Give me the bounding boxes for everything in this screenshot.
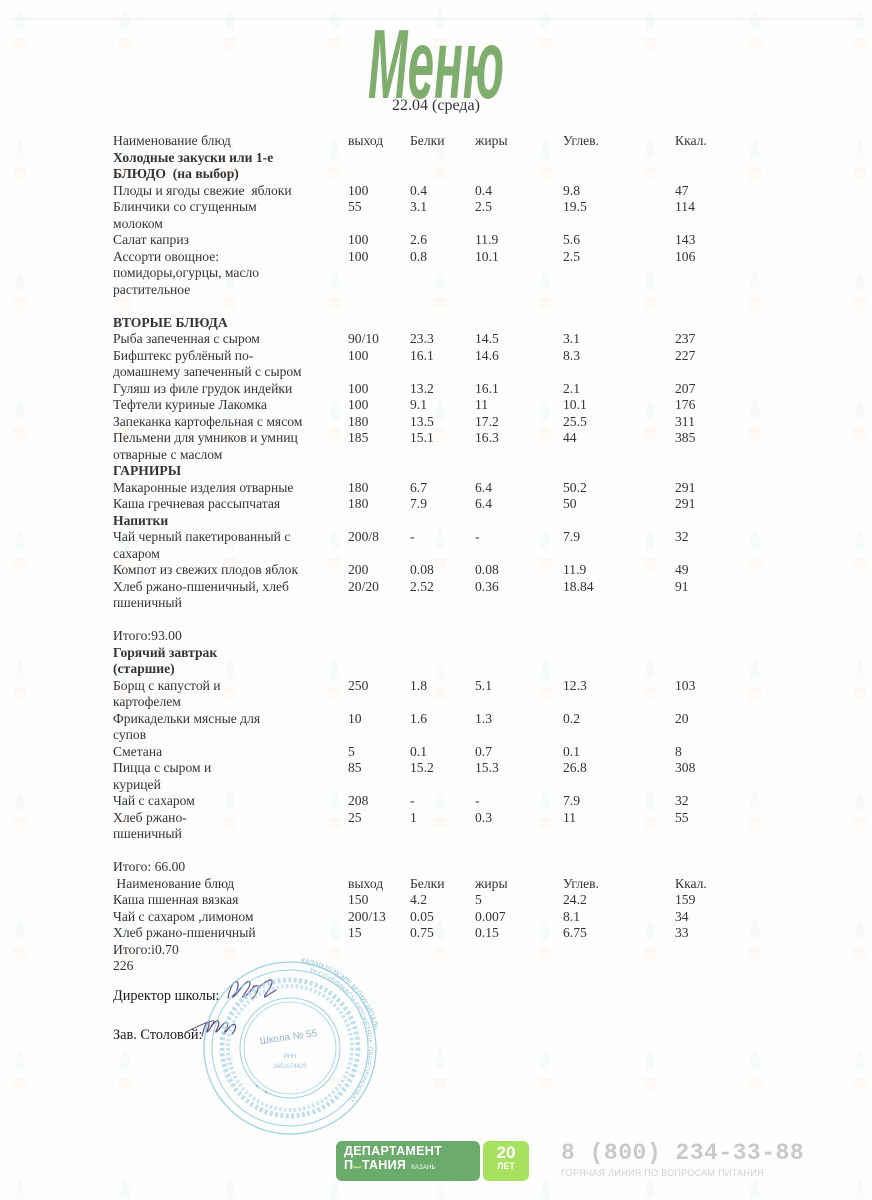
svg-text:1651074420: 1651074420 [273, 1064, 307, 1070]
svg-text:РЕСПУБЛИКАСЫ БЮДЖЕТНОЕ ОБЩЕОБР: РЕСПУБЛИКАСЫ БЮДЖЕТНОЕ ОБЩЕОБРАЗОВАТ [309, 968, 373, 1103]
svg-text:ИНН: ИНН [284, 1054, 297, 1060]
svg-text:Школа № 55: Школа № 55 [259, 1028, 318, 1047]
